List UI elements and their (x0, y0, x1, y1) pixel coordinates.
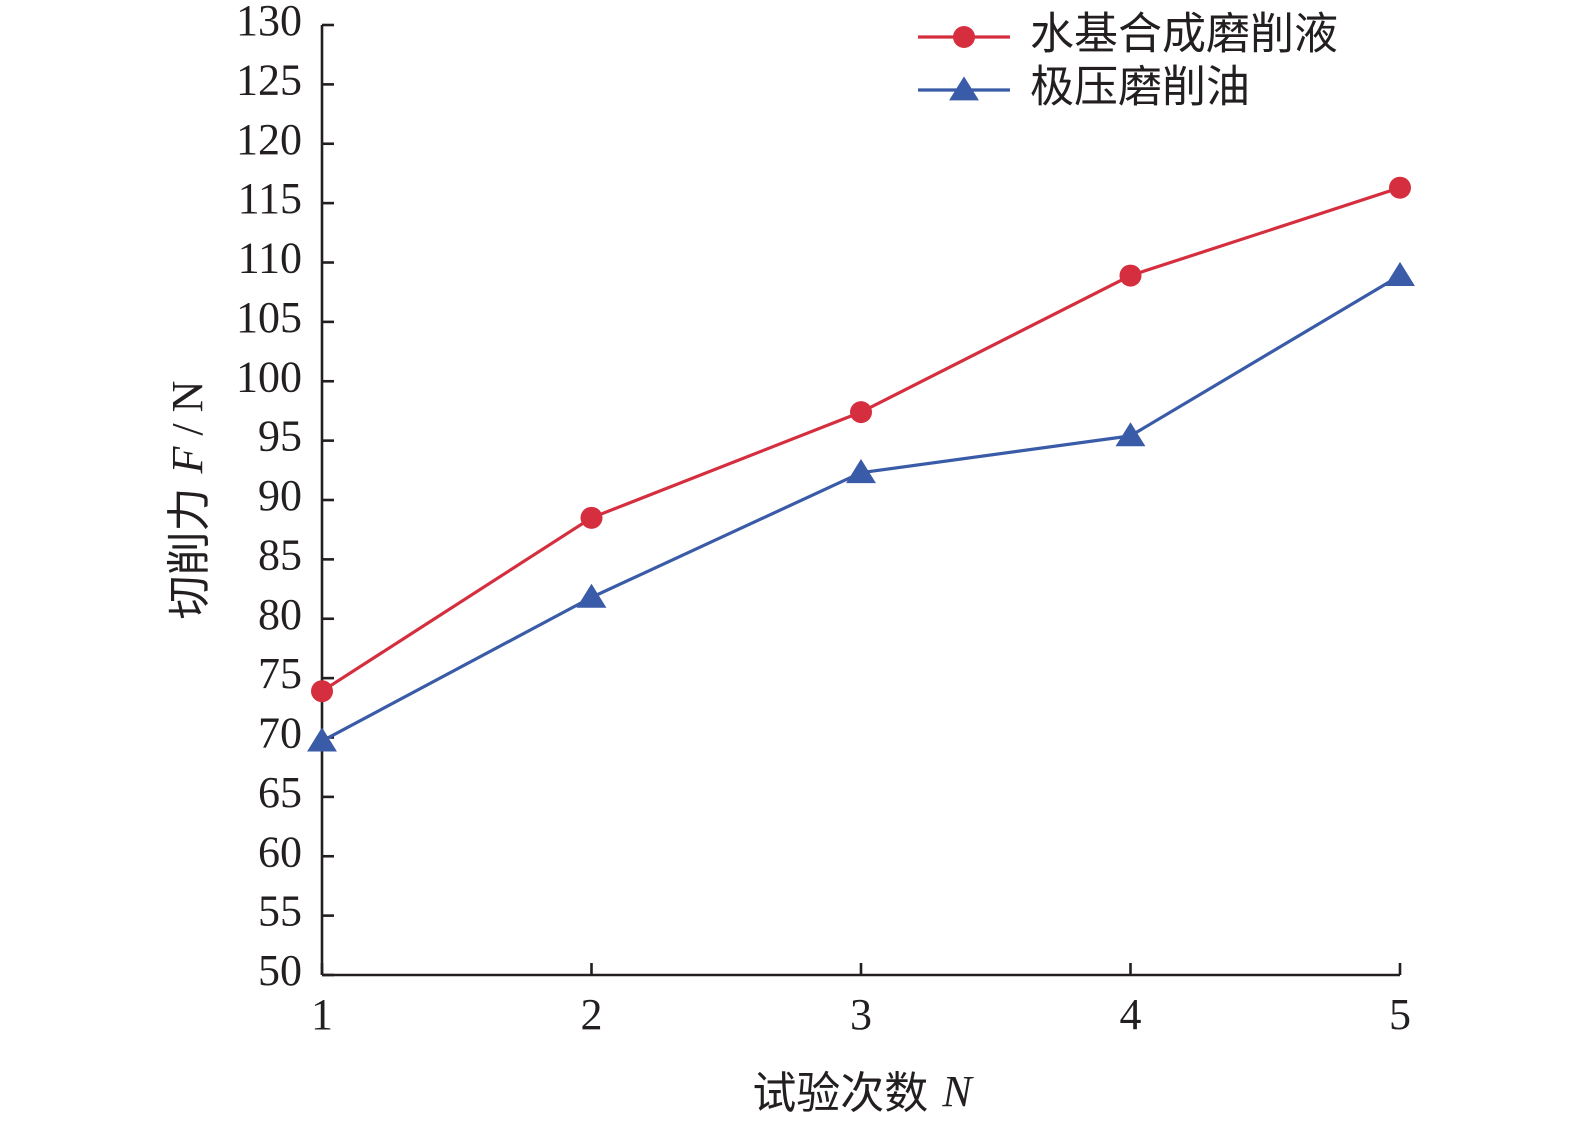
y-tick-label: 125 (236, 55, 302, 104)
data-point (307, 727, 337, 752)
data-point (1115, 422, 1146, 447)
y-tick-label: 95 (258, 412, 302, 461)
y-axis-title-unit: / N (163, 381, 212, 447)
y-tick-label: 60 (258, 827, 302, 876)
y-axis-title-symbol: F (163, 445, 212, 474)
x-tick-label: 2 (581, 990, 603, 1039)
series-line (321, 274, 1401, 743)
series-layer (307, 176, 1415, 752)
legend-item: 水基合成磨削液 (918, 9, 1338, 60)
y-tick-label: 130 (236, 0, 302, 45)
x-tick-label: 4 (1120, 990, 1142, 1039)
y-tick-label: 65 (258, 768, 302, 817)
data-point (1389, 176, 1411, 199)
y-tick-label: 80 (258, 590, 302, 639)
data-point (1119, 264, 1142, 287)
y-tick-label: 55 (258, 887, 302, 936)
y-tick-label: 105 (236, 293, 302, 342)
series-1 (311, 176, 1411, 703)
x-axis-title-text: 试验次数 (752, 1068, 942, 1119)
y-tick-label: 85 (258, 530, 302, 579)
y-tick-label: 90 (258, 471, 302, 520)
data-point (850, 401, 872, 424)
legend-swatch-marker (949, 76, 979, 101)
y-tick-label: 75 (258, 649, 302, 698)
data-point (311, 680, 333, 703)
y-tick-label: 100 (236, 352, 302, 401)
x-axis-title: 试验次数 N (752, 1067, 974, 1118)
y-tick-label: 70 (258, 709, 302, 758)
legend-swatch-marker (953, 26, 975, 48)
x-axis-title-symbol: N (941, 1067, 974, 1116)
data-point (1385, 261, 1415, 286)
legend-label: 水基合成磨削液 (1030, 9, 1338, 60)
y-axis-title-text: 切削力 (164, 473, 215, 619)
x-tick-label: 1 (311, 990, 333, 1039)
y-tick-label: 115 (238, 174, 302, 223)
y-tick-label: 120 (236, 115, 302, 164)
legend-label: 极压磨削油 (1030, 62, 1250, 113)
data-point (846, 459, 876, 484)
data-point (576, 583, 607, 608)
x-tick-label: 3 (850, 990, 872, 1039)
x-tick-label: 5 (1389, 990, 1411, 1039)
y-axis-title: 切削力 F / N (163, 381, 214, 620)
axes: 5055606570758085909510010511011512012513… (236, 0, 1411, 1039)
data-point (580, 506, 603, 529)
y-tick-label: 50 (258, 946, 302, 995)
y-tick-label: 110 (238, 234, 302, 283)
legend-item: 极压磨削油 (918, 62, 1250, 113)
series-2 (307, 261, 1415, 752)
series-line (321, 186, 1401, 693)
